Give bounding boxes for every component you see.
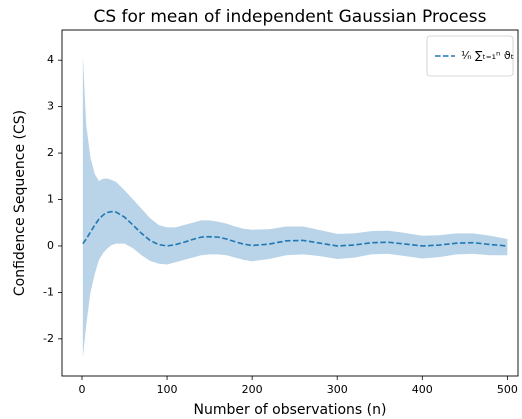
- x-tick-label: 100: [157, 383, 178, 396]
- y-tick-label: 1: [47, 193, 54, 206]
- y-tick-label: -2: [43, 332, 54, 345]
- x-axis-label: Number of observations (n): [194, 402, 387, 418]
- x-tick-label: 400: [412, 383, 433, 396]
- confidence-band: [82, 55, 508, 358]
- y-tick-label: 2: [47, 146, 54, 159]
- y-tick-label: 3: [47, 100, 54, 113]
- legend-box: [426, 35, 514, 77]
- y-tick-label: -1: [43, 285, 54, 298]
- x-tick-label: 500: [497, 383, 518, 396]
- x-tick-label: 0: [78, 383, 85, 396]
- y-tick-label: 4: [47, 53, 54, 66]
- x-tick-label: 200: [242, 383, 263, 396]
- plot-frame: [61, 29, 519, 377]
- series-line: [82, 210, 508, 247]
- y-tick-label: 0: [47, 239, 54, 252]
- x-tick-label: 300: [327, 383, 348, 396]
- legend-label: ¹⁄ₙ ∑ₜ₌₁ⁿ ϑₜ: [461, 49, 514, 62]
- chart-title: CS for mean of independent Gaussian Proc…: [93, 7, 486, 27]
- y-axis-label: Confidence Sequence (CS): [12, 110, 28, 296]
